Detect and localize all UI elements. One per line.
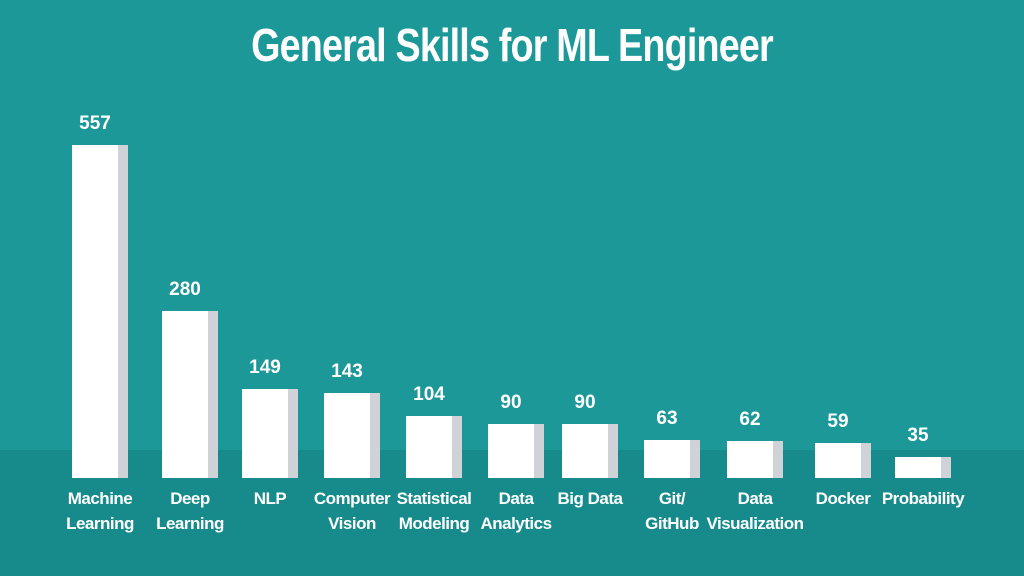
value-label: 280 <box>169 278 201 300</box>
value-label: 90 <box>500 392 522 414</box>
bar <box>562 424 618 478</box>
bar <box>324 392 380 478</box>
x-tick-label: Big Data <box>557 489 623 508</box>
x-tick-label: Machine Learning <box>66 489 134 533</box>
x-tick-label: Docker <box>815 489 871 508</box>
bar <box>72 145 128 478</box>
bar <box>895 457 951 478</box>
value-label: 149 <box>249 356 281 378</box>
x-tick-label: Deep Learning <box>156 489 224 533</box>
bar <box>242 388 298 478</box>
bar <box>815 442 871 478</box>
value-label: 63 <box>656 408 678 430</box>
x-tick-label: Statistical Modeling <box>396 489 472 533</box>
bar <box>644 440 700 478</box>
value-label: 143 <box>331 360 363 382</box>
value-label: 557 <box>79 113 111 134</box>
x-tick-label: Git/ GitHub <box>645 489 699 533</box>
bar <box>727 440 783 478</box>
x-tick-label: Data Analytics <box>480 489 552 533</box>
x-tick-label: Data Visualization <box>706 489 804 533</box>
x-tick-label: Computer Vision <box>313 489 391 533</box>
x-tick-label: NLP <box>253 489 287 508</box>
value-label: 35 <box>907 425 929 447</box>
bar <box>162 310 218 478</box>
value-label: 62 <box>739 408 761 430</box>
value-label: 59 <box>827 410 849 432</box>
value-label: 104 <box>413 383 445 405</box>
chart-title: General Skills for ML Engineer <box>251 19 774 71</box>
bar <box>406 415 462 478</box>
value-label: 90 <box>574 392 596 414</box>
x-tick-label: Probability <box>881 489 965 508</box>
bar <box>488 424 544 478</box>
